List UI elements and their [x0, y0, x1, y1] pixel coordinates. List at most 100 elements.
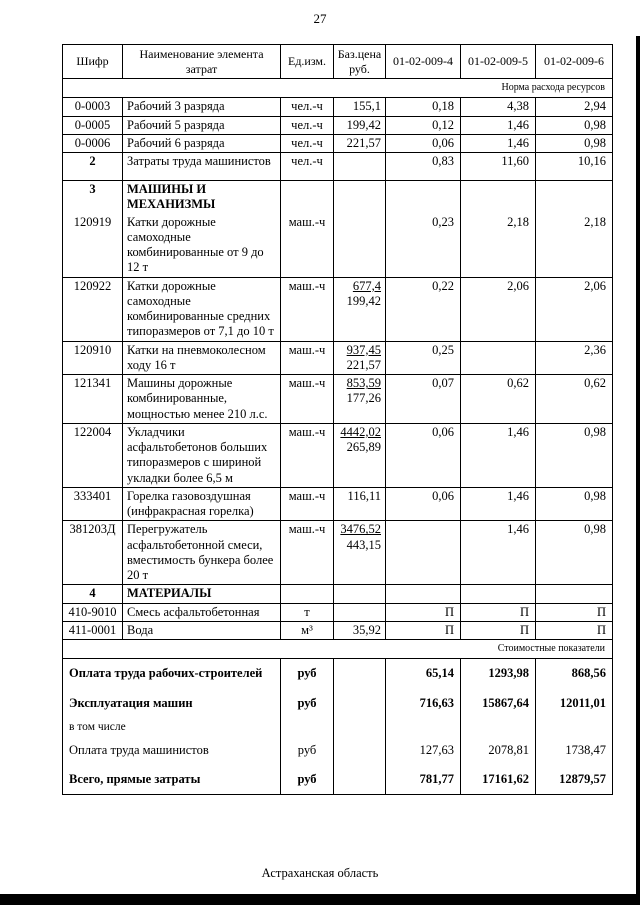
name-cell: Смесь асфальтобетонная: [122, 602, 281, 622]
value-cell: 0,06: [385, 133, 461, 154]
value-cell: 0,25: [385, 340, 461, 376]
value-cell: П: [535, 602, 613, 622]
base-price-cell: [333, 584, 386, 604]
summary-row: Эксплуатация машин руб 716,63 15867,64 1…: [62, 688, 613, 718]
base-price-cell: 4442,02 265,89: [333, 422, 386, 488]
unit-cell: маш.-ч: [280, 486, 334, 522]
section-header-row: 4 МАТЕРИАЛЫ: [62, 584, 613, 604]
summary-value-cell: 781,77: [385, 765, 461, 795]
value-cell: 0,62: [535, 374, 613, 424]
table-row: 122004 Укладчики асфальтобетонов больших…: [62, 422, 613, 488]
summary-label-cell: Оплата труда рабочих-строителей: [62, 658, 281, 689]
value-cell: 1,46: [460, 115, 536, 135]
value-cell: П: [385, 620, 461, 641]
section-title: МАШИНЫ И МЕХАНИЗМЫ: [122, 180, 281, 214]
table-row: 410-9010 Смесь асфальтобетонная т П П П: [62, 602, 613, 622]
table-row: 120910 Катки на пневмоколесном ходу 16 т…: [62, 340, 613, 376]
value-cell: 2,36: [535, 340, 613, 376]
value-cell: 2,18: [535, 213, 613, 278]
name-cell: Рабочий 6 разряда: [122, 133, 281, 154]
value-cell: П: [460, 620, 536, 641]
value-cell: П: [460, 602, 536, 622]
name-cell: Катки дорожные самоходные комбинированны…: [122, 276, 281, 342]
unit-cell: маш.-ч: [280, 276, 334, 342]
name-cell: Перегружатель асфальтобетонной смеси, вм…: [122, 520, 281, 586]
base-price-cell: 116,11: [333, 486, 386, 522]
base-price-cell: [333, 180, 386, 214]
unit-cell: маш.-ч: [280, 422, 334, 488]
cost-section-label: Стоимостные показатели: [62, 639, 613, 660]
summary-base-cell: [333, 658, 386, 689]
base-price-cell: [333, 213, 386, 278]
code-cell: 122004: [62, 422, 123, 488]
base-price-cell: 35,92: [333, 620, 386, 641]
summary-base-cell: [333, 717, 386, 736]
scan-artifact-right: [636, 36, 640, 905]
col-header-code: Шифр: [62, 43, 123, 80]
table-row: 2 Затраты труда машинистов чел.-ч 0,83 1…: [62, 152, 613, 182]
name-cell: Вода: [122, 620, 281, 641]
value-cell: 0,06: [385, 486, 461, 522]
summary-value-cell: [385, 717, 461, 736]
value-cell: 2,06: [535, 276, 613, 342]
summary-value-cell: 12011,01: [535, 688, 613, 718]
unit-cell: м³: [280, 620, 334, 641]
summary-unit-cell: [280, 717, 334, 736]
value-cell: 0,23: [385, 213, 461, 278]
value-cell: 1,46: [460, 133, 536, 154]
summary-row: Всего, прямые затраты руб 781,77 17161,6…: [62, 765, 613, 795]
summary-value-cell: 127,63: [385, 735, 461, 766]
summary-row: Оплата труда машинистов руб 127,63 2078,…: [62, 735, 613, 766]
value-cell: [460, 584, 536, 604]
unit-cell: чел.-ч: [280, 152, 334, 182]
value-cell: [385, 180, 461, 214]
table-row: 0-0006 Рабочий 6 разряда чел.-ч 221,57 0…: [62, 133, 613, 154]
summary-value-cell: 1293,98: [460, 658, 536, 689]
value-cell: 0,98: [535, 486, 613, 522]
base-price-cell: 221,57: [333, 133, 386, 154]
code-cell: 0-0006: [62, 133, 123, 154]
base-price-numerator: 677,4: [352, 278, 381, 293]
value-cell: 0,18: [385, 97, 461, 117]
code-cell: 120919: [62, 213, 123, 278]
base-price-cell: [333, 602, 386, 622]
summary-value-cell: 17161,62: [460, 765, 536, 795]
scan-artifact-bottom: [0, 894, 640, 905]
name-cell: Катки дорожные самоходные комбинированны…: [122, 213, 281, 278]
unit-cell: [280, 584, 334, 604]
summary-label-cell: в том числе: [62, 717, 281, 736]
cost-band-row: Стоимостные показатели: [62, 639, 613, 660]
code-cell: 381203Д: [62, 520, 123, 586]
value-cell: 0,62: [460, 374, 536, 424]
summary-value-cell: 15867,64: [460, 688, 536, 718]
name-cell: Рабочий 5 разряда: [122, 115, 281, 135]
value-cell: [535, 584, 613, 604]
table-row: 333401 Горелка газовоздушная (инфракрасн…: [62, 486, 613, 522]
col-header-norm-2: 01-02-009-5: [460, 43, 536, 80]
value-cell: [460, 180, 536, 214]
base-price-numerator: 937,45: [346, 342, 381, 357]
table-row: 0-0003 Рабочий 3 разряда чел.-ч 155,1 0,…: [62, 97, 613, 117]
base-price-denominator: 199,42: [346, 293, 381, 308]
col-header-norm-1: 01-02-009-4: [385, 43, 461, 80]
base-price-cell: 199,42: [333, 115, 386, 135]
code-cell: 333401: [62, 486, 123, 522]
section-title: МАТЕРИАЛЫ: [122, 584, 281, 604]
unit-cell: чел.-ч: [280, 97, 334, 117]
table-row: 120919 Катки дорожные самоходные комбини…: [62, 213, 613, 278]
value-cell: 0,22: [385, 276, 461, 342]
code-cell: 4: [62, 584, 123, 604]
value-cell: 0,06: [385, 422, 461, 488]
value-cell: П: [385, 602, 461, 622]
code-cell: 411-0001: [62, 620, 123, 641]
base-price-denominator: 443,15: [346, 537, 381, 552]
code-cell: 410-9010: [62, 602, 123, 622]
unit-cell: чел.-ч: [280, 115, 334, 135]
summary-value-cell: 1738,47: [535, 735, 613, 766]
value-cell: 1,46: [460, 520, 536, 586]
code-cell: 0-0005: [62, 115, 123, 135]
name-cell: Укладчики асфальтобетонов больших типора…: [122, 422, 281, 488]
value-cell: [385, 584, 461, 604]
value-cell: 10,16: [535, 152, 613, 182]
base-price-numerator: 3476,52: [340, 522, 381, 537]
